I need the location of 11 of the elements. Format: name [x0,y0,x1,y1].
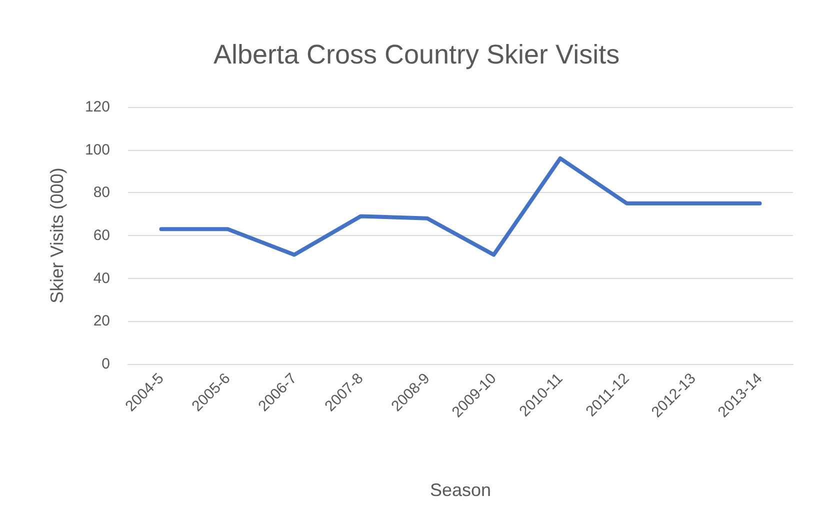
y-axis-title: Skier Visits (000) [47,168,67,304]
y-tick-label: 20 [93,312,110,330]
y-tick-label: 40 [93,270,110,287]
y-tick-label: 80 [93,184,110,202]
y-tick-label: 120 [84,98,110,116]
y-tick-label: 100 [84,141,110,158]
line-series [159,156,762,257]
x-axis-title: Season [430,480,492,500]
y-tick-label: 0 [102,356,110,372]
chart-title: Alberta Cross Country Skier Visits [213,40,620,70]
y-tick-label: 60 [93,227,110,244]
